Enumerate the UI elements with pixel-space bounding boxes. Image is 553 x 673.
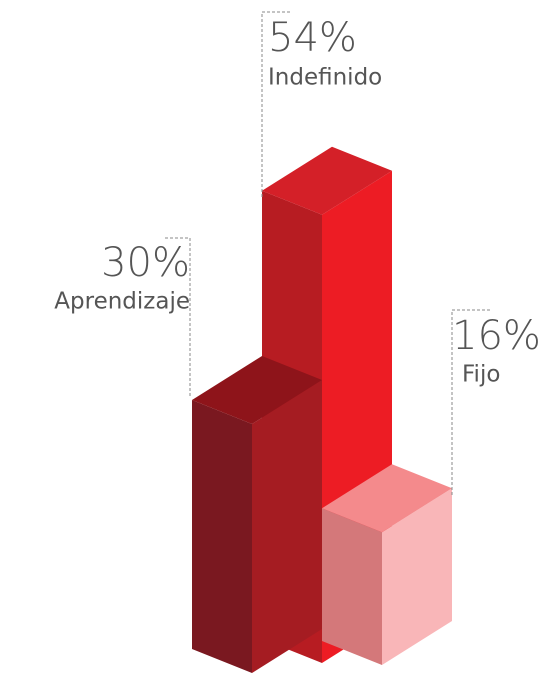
value-label: 30% (101, 240, 190, 286)
value-label: 16% (452, 313, 541, 359)
leader-line (165, 237, 191, 398)
bar (192, 356, 322, 673)
bar (322, 464, 452, 665)
value-label: 54% (268, 15, 357, 61)
bar-top-face (322, 464, 452, 533)
category-label: Fijo (462, 362, 500, 388)
leader-line (261, 11, 290, 198)
bar-right-face (382, 488, 452, 665)
bar-top-face (192, 356, 322, 424)
bar-top-face (262, 146, 392, 215)
leader-line (451, 309, 490, 495)
bar-left-face (192, 400, 252, 673)
category-label: Indefinido (268, 65, 382, 91)
category-label: Aprendizaje (54, 289, 190, 315)
bar-left-face (322, 508, 382, 665)
bar-right-face (252, 380, 322, 673)
